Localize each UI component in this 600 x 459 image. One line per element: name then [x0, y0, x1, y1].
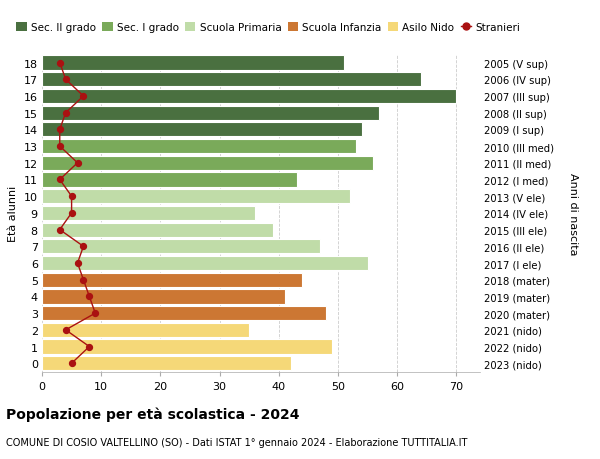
Point: [73, 160, 82, 167]
Point: [79, 276, 88, 284]
Point: [67, 193, 76, 201]
Bar: [42, 190, 350, 204]
Point: [61, 76, 70, 84]
Text: Popolazione per età scolastica - 2024: Popolazione per età scolastica - 2024: [6, 406, 299, 421]
Bar: [42, 56, 344, 71]
Point: [67, 210, 76, 217]
Point: [67, 360, 76, 367]
Point: [85, 343, 94, 351]
Bar: [42, 340, 332, 354]
Point: [79, 243, 88, 251]
Point: [61, 326, 70, 334]
Bar: [42, 73, 421, 87]
Bar: [42, 157, 373, 170]
Bar: [42, 323, 249, 337]
Bar: [42, 306, 326, 320]
Bar: [42, 356, 290, 370]
Point: [55, 126, 65, 134]
Bar: [42, 273, 302, 287]
Bar: [42, 123, 362, 137]
Bar: [42, 257, 368, 270]
Legend: Sec. II grado, Sec. I grado, Scuola Primaria, Scuola Infanzia, Asilo Nido, Stran: Sec. II grado, Sec. I grado, Scuola Prim…: [12, 19, 524, 37]
Y-axis label: Anni di nascita: Anni di nascita: [568, 172, 578, 255]
Bar: [42, 223, 273, 237]
Y-axis label: Età alunni: Età alunni: [8, 185, 18, 241]
Point: [61, 110, 70, 117]
Bar: [42, 173, 296, 187]
Point: [73, 260, 82, 267]
Point: [91, 310, 100, 317]
Point: [85, 293, 94, 301]
Bar: [42, 140, 356, 154]
Bar: [42, 106, 379, 121]
Point: [79, 93, 88, 101]
Point: [55, 226, 65, 234]
Bar: [42, 240, 320, 254]
Point: [55, 60, 65, 67]
Point: [55, 143, 65, 151]
Point: [55, 176, 65, 184]
Bar: [42, 90, 457, 104]
Bar: [42, 290, 284, 304]
Bar: [42, 207, 255, 220]
Text: COMUNE DI COSIO VALTELLINO (SO) - Dati ISTAT 1° gennaio 2024 - Elaborazione TUTT: COMUNE DI COSIO VALTELLINO (SO) - Dati I…: [6, 437, 467, 447]
